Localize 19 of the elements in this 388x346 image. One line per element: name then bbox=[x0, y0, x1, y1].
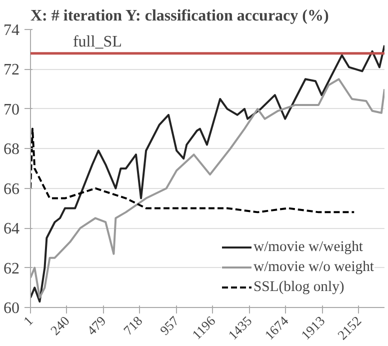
legend-label: SSL(blog only) bbox=[254, 278, 344, 296]
x-tick-label: 718 bbox=[120, 312, 146, 338]
legend-label: w/movie w/weight bbox=[254, 238, 363, 256]
x-tick-label: 479 bbox=[84, 312, 110, 338]
y-tick-label: 72 bbox=[4, 62, 20, 79]
x-tick-label: 957 bbox=[156, 312, 182, 338]
y-tick-label: 74 bbox=[4, 22, 20, 39]
ref-line-label: full_SL bbox=[72, 33, 122, 50]
y-tick-label: 62 bbox=[4, 260, 20, 278]
line-series bbox=[30, 128, 356, 214]
chart-title: X: # iteration Y: classification accuracy (%) bbox=[30, 8, 329, 24]
y-tick-label: 66 bbox=[4, 180, 20, 198]
y-tick-label: 68 bbox=[4, 141, 20, 158]
y-tick-label: 64 bbox=[4, 220, 20, 238]
y-tick-label: 70 bbox=[4, 101, 20, 118]
legend-label: w/movie w/o weight bbox=[254, 258, 374, 276]
x-tick-label: 240 bbox=[48, 312, 73, 338]
x-tick-label: 1 bbox=[20, 313, 36, 329]
y-tick-label: 60 bbox=[4, 300, 20, 317]
